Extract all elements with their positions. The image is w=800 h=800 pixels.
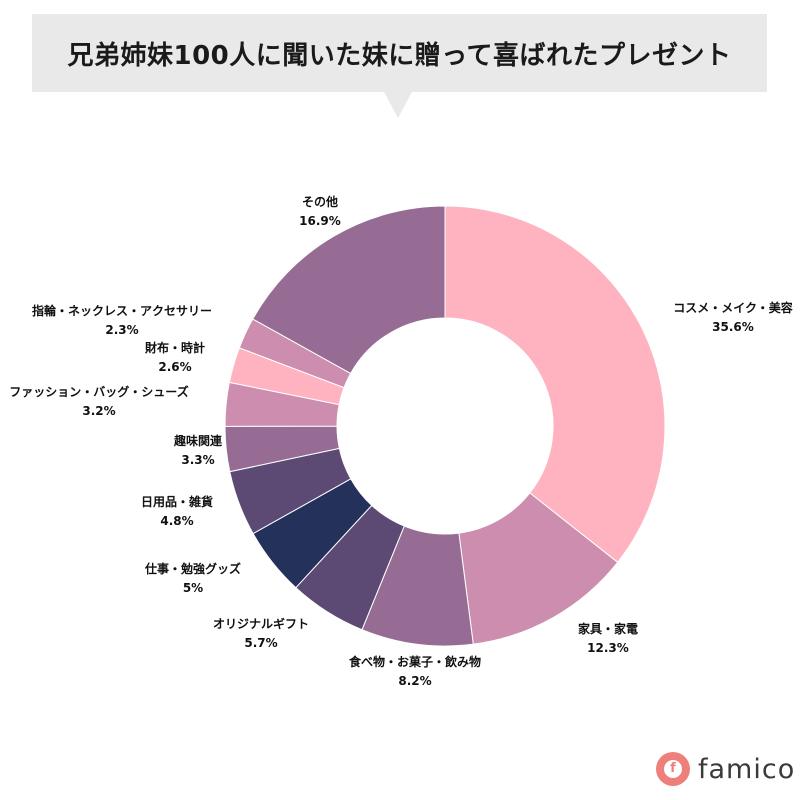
slice-value-label: 4.8% bbox=[160, 514, 193, 528]
famico-wordmark: famico bbox=[698, 753, 796, 785]
slice-value-label: 2.3% bbox=[105, 323, 138, 337]
famico-badge-letter: f bbox=[664, 760, 682, 778]
slice-label: ファッション・バッグ・シューズ bbox=[9, 384, 188, 399]
slice-label: オリジナルギフト bbox=[213, 616, 309, 631]
pie-slice bbox=[252, 205, 446, 375]
slice-value-label: 8.2% bbox=[398, 674, 431, 688]
slice-label: 仕事・勉強グッズ bbox=[144, 561, 241, 576]
slice-value-label: 3.3% bbox=[181, 453, 214, 467]
slice-value-label: 2.6% bbox=[158, 360, 191, 374]
slice-label: 食べ物・お菓子・飲み物 bbox=[348, 654, 481, 669]
slice-label: 趣味関連 bbox=[173, 433, 223, 448]
slice-label: その他 bbox=[302, 194, 338, 209]
slice-label: 家具・家電 bbox=[578, 621, 638, 636]
famico-logo: f famico bbox=[656, 752, 795, 786]
slice-label: 財布・時計 bbox=[144, 340, 205, 355]
famico-badge-icon: f bbox=[656, 752, 690, 786]
slice-label: 日用品・雑貨 bbox=[141, 494, 213, 509]
title-banner-pointer bbox=[384, 92, 412, 118]
slice-value-label: 12.3% bbox=[587, 641, 629, 655]
pie-slice bbox=[444, 205, 666, 564]
slice-value-label: 3.2% bbox=[82, 404, 115, 418]
slice-value-label: 35.6% bbox=[712, 320, 754, 334]
slice-value-label: 5.7% bbox=[244, 636, 277, 650]
slice-value-label: 16.9% bbox=[299, 214, 341, 228]
slice-value-label: 5% bbox=[183, 581, 203, 595]
chart-title: 兄弟姉妹100人に聞いた妹に贈って喜ばれたプレゼント bbox=[67, 40, 732, 71]
slice-label: 指輪・ネックレス・アクセサリー bbox=[32, 303, 212, 318]
title-banner: 兄弟姉妹100人に聞いた妹に贈って喜ばれたプレゼント bbox=[32, 14, 767, 92]
slice-label: コスメ・メイク・美容 bbox=[673, 300, 793, 315]
